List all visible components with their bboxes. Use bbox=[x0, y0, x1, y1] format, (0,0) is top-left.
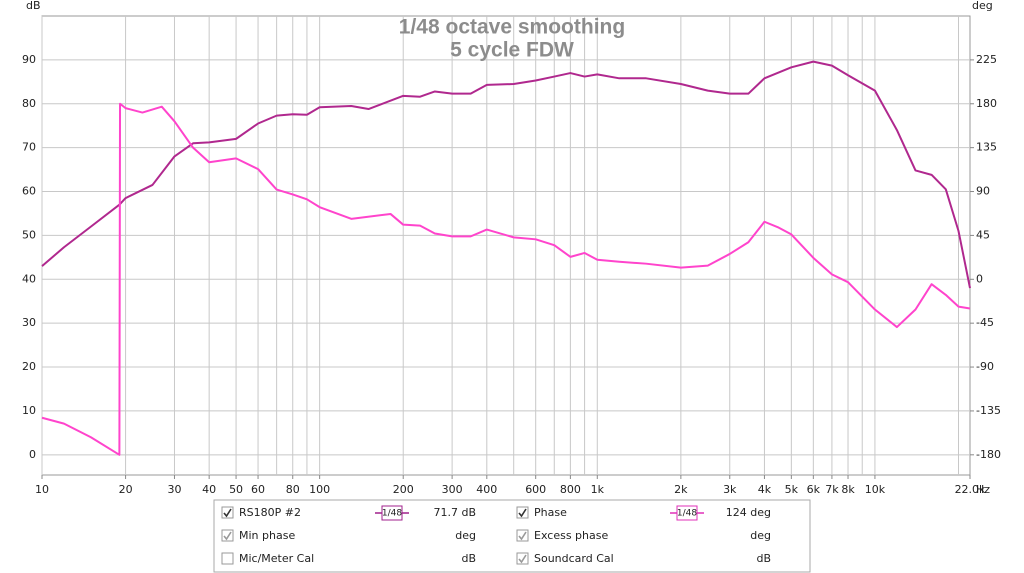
x-tick-label: 2k bbox=[674, 483, 688, 496]
y2-tick-label: 225 bbox=[976, 53, 997, 66]
x-tick-label: 80 bbox=[286, 483, 300, 496]
y2-tick-label: -180 bbox=[976, 448, 1001, 461]
legend-value: dB bbox=[461, 552, 476, 565]
y-tick-label: 20 bbox=[22, 360, 36, 373]
y2-tick-label: -90 bbox=[976, 360, 994, 373]
y2-tick-label: -45 bbox=[976, 316, 994, 329]
checkmark bbox=[518, 508, 527, 518]
x-axis-label: Hz bbox=[976, 483, 990, 496]
checkbox[interactable] bbox=[221, 529, 234, 542]
series-line bbox=[41, 102, 971, 456]
smoothing-icon-box[interactable] bbox=[676, 505, 698, 521]
y2-tick-label: 45 bbox=[976, 228, 990, 241]
y2-axis-label: deg bbox=[972, 0, 993, 12]
x-tick-label: 300 bbox=[442, 483, 463, 496]
x-tick-label: 100 bbox=[309, 483, 330, 496]
legend-name: Excess phase bbox=[534, 529, 608, 542]
smoothing-icon-box[interactable] bbox=[381, 505, 403, 521]
lines bbox=[41, 60, 971, 456]
y-tick-label: 60 bbox=[22, 185, 36, 198]
y-tick-label: 70 bbox=[22, 141, 36, 154]
legend-name: Mic/Meter Cal bbox=[239, 552, 314, 565]
smoothing-label: 1/48 bbox=[677, 509, 697, 519]
legend-value: dB bbox=[756, 552, 771, 565]
x-tick-label: 8k bbox=[841, 483, 855, 496]
x-tick-label: 5k bbox=[785, 483, 799, 496]
x-tick-label: 10 bbox=[35, 483, 49, 496]
checkbox[interactable] bbox=[516, 506, 529, 519]
checkbox[interactable] bbox=[516, 552, 529, 565]
y-tick-label: 40 bbox=[22, 272, 36, 285]
x-tick-label: 800 bbox=[560, 483, 581, 496]
x-tick-label: 60 bbox=[251, 483, 265, 496]
smoothing-label: 1/48 bbox=[382, 509, 402, 519]
legend-value: deg bbox=[750, 529, 771, 542]
x-tick-label: 4k bbox=[758, 483, 772, 496]
legend-name: Soundcard Cal bbox=[534, 552, 614, 565]
y2-tick-label: 180 bbox=[976, 97, 997, 110]
chart-title: 1/48 octave smoothing bbox=[399, 16, 625, 39]
legend-value: 124 deg bbox=[726, 506, 771, 519]
y2-tick-label: 90 bbox=[976, 185, 990, 198]
checkmark bbox=[223, 508, 232, 518]
series-line bbox=[41, 60, 971, 289]
y-tick-label: 90 bbox=[22, 53, 36, 66]
checkbox[interactable] bbox=[516, 529, 529, 542]
legend-value: deg bbox=[455, 529, 476, 542]
y-tick-label: 30 bbox=[22, 316, 36, 329]
y-tick-label: 80 bbox=[22, 97, 36, 110]
checkbox[interactable] bbox=[221, 552, 234, 565]
checkmark bbox=[223, 531, 232, 541]
legend-name: Min phase bbox=[239, 529, 295, 542]
checkmark bbox=[518, 531, 527, 541]
x-tick-label: 3k bbox=[723, 483, 737, 496]
legend: RS180P #2 1/48 71.7 dB Phase 1/48 124 deg Min … bbox=[221, 505, 771, 565]
legend-name: Phase bbox=[534, 506, 567, 519]
x-tick-label: 22.0k bbox=[955, 483, 986, 496]
x-tick-label: 10k bbox=[865, 483, 886, 496]
legend-name: RS180P #2 bbox=[239, 506, 301, 519]
checkbox[interactable] bbox=[221, 506, 234, 519]
y-tick-label: 10 bbox=[22, 404, 36, 417]
y2-tick-label: -135 bbox=[976, 404, 1001, 417]
x-tick-label: 200 bbox=[393, 483, 414, 496]
x-tick-label: 6k bbox=[807, 483, 821, 496]
x-tick-label: 400 bbox=[476, 483, 497, 496]
legend-value: 71.7 dB bbox=[433, 506, 476, 519]
y-tick-label: 0 bbox=[29, 448, 36, 461]
x-tick-label: 20 bbox=[119, 483, 133, 496]
x-tick-label: 40 bbox=[202, 483, 216, 496]
checkmark bbox=[518, 554, 527, 564]
y2-tick-label: 135 bbox=[976, 141, 997, 154]
y-tick-label: 50 bbox=[22, 228, 36, 241]
x-tick-label: 1k bbox=[591, 483, 605, 496]
legend-panel bbox=[213, 499, 811, 573]
grid bbox=[41, 16, 974, 479]
x-tick-label: 50 bbox=[229, 483, 243, 496]
y2-tick-label: 0 bbox=[976, 272, 983, 285]
x-tick-label: 600 bbox=[525, 483, 546, 496]
y-axis-label: dB bbox=[26, 0, 41, 12]
plot-area bbox=[41, 15, 971, 476]
chart-subtitle: 5 cycle FDW bbox=[450, 39, 574, 62]
x-tick-label: 7k bbox=[825, 483, 839, 496]
x-tick-label: 30 bbox=[167, 483, 181, 496]
